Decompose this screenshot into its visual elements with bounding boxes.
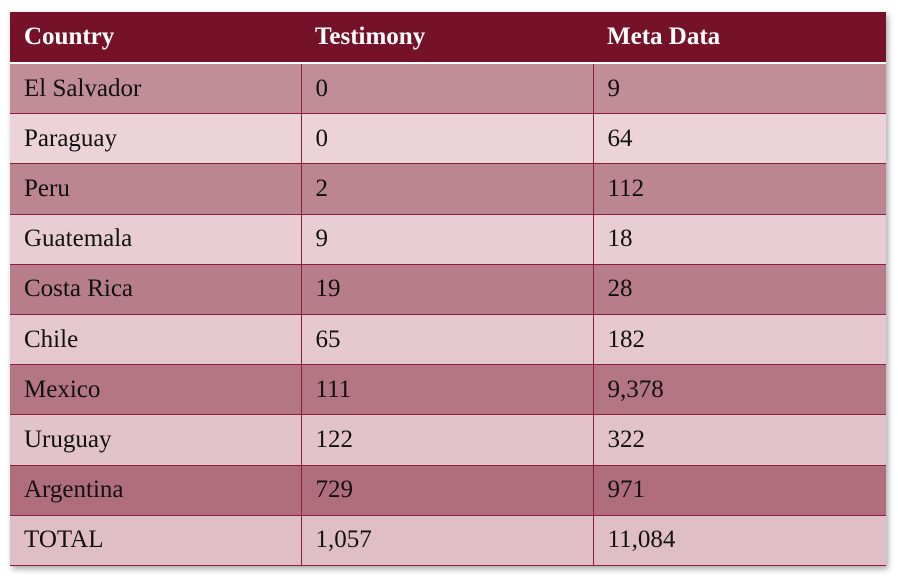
header-testimony: Testimony [301, 12, 593, 64]
cell-testimony: 122 [300, 414, 594, 466]
header-row: Country Testimony Meta Data [10, 12, 886, 64]
cell-meta-data: 182 [592, 313, 886, 366]
table-row: Paraguay 0 64 [10, 113, 886, 165]
cell-country: El Salvador [10, 62, 302, 115]
table-row: Costa Rica 19 28 [10, 263, 886, 315]
cell-country: TOTAL [10, 514, 302, 567]
cell-meta-data: 64 [592, 113, 886, 165]
cell-meta-data: 11,084 [592, 514, 886, 567]
cell-meta-data: 112 [592, 163, 886, 215]
cell-testimony: 19 [300, 263, 594, 315]
country-data-table: Country Testimony Meta Data El Salvador … [10, 12, 886, 567]
cell-meta-data: 9 [592, 62, 886, 115]
cell-testimony: 0 [300, 62, 594, 115]
table-row: Guatemala 9 18 [10, 213, 886, 265]
cell-country: Mexico [10, 364, 302, 416]
cell-testimony: 9 [300, 213, 594, 265]
cell-testimony: 65 [300, 313, 594, 366]
table-body: El Salvador 0 9 Paraguay 0 64 Peru 2 112… [10, 62, 886, 567]
cell-meta-data: 9,378 [592, 364, 886, 416]
table-row: Mexico 111 9,378 [10, 364, 886, 416]
header-meta-data: Meta Data [593, 12, 886, 64]
cell-meta-data: 322 [592, 414, 886, 466]
cell-country: Chile [10, 313, 302, 366]
table-header: Country Testimony Meta Data [10, 12, 886, 64]
cell-country: Uruguay [10, 414, 302, 466]
table-row: Uruguay 122 322 [10, 414, 886, 466]
data-table-container: Country Testimony Meta Data El Salvador … [10, 12, 886, 567]
cell-testimony: 2 [300, 163, 594, 215]
cell-meta-data: 28 [592, 263, 886, 315]
cell-country: Argentina [10, 464, 302, 516]
cell-meta-data: 18 [592, 213, 886, 265]
table-row: El Salvador 0 9 [10, 62, 886, 115]
cell-testimony: 111 [300, 364, 594, 416]
header-country: Country [10, 12, 301, 64]
cell-country: Costa Rica [10, 263, 302, 315]
cell-country: Peru [10, 163, 302, 215]
table-row: Argentina 729 971 [10, 464, 886, 516]
table-row-total: TOTAL 1,057 11,084 [10, 514, 886, 567]
cell-country: Guatemala [10, 213, 302, 265]
cell-meta-data: 971 [592, 464, 886, 516]
table-row: Peru 2 112 [10, 163, 886, 215]
cell-country: Paraguay [10, 113, 302, 165]
table-row: Chile 65 182 [10, 313, 886, 366]
cell-testimony: 729 [300, 464, 594, 516]
cell-testimony: 0 [300, 113, 594, 165]
cell-testimony: 1,057 [300, 514, 594, 567]
